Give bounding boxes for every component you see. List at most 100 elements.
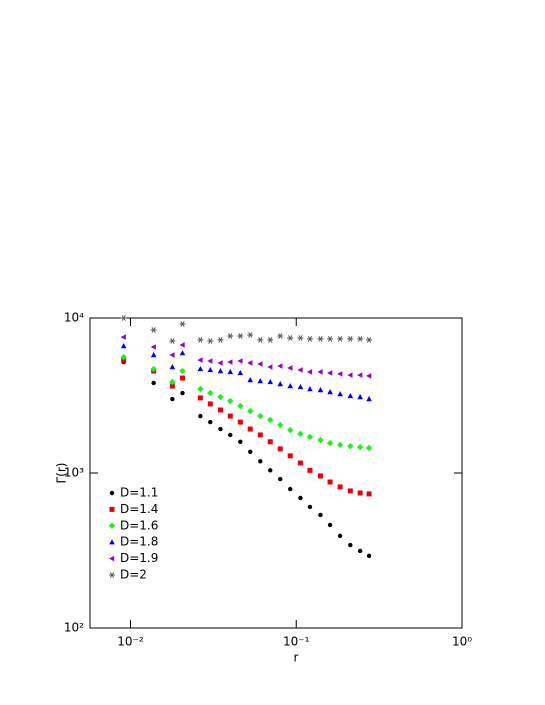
- data-point: [257, 337, 264, 343]
- data-point: [297, 367, 303, 373]
- data-point: [237, 358, 243, 364]
- data-point: [248, 449, 253, 455]
- data-point: [357, 548, 363, 554]
- data-point: [169, 363, 176, 370]
- data-point: [179, 367, 186, 375]
- data-point: [197, 357, 203, 363]
- data-point: [169, 352, 175, 358]
- data-point: [179, 375, 185, 381]
- data-point: [247, 360, 253, 366]
- data-point: [317, 473, 323, 479]
- legend-label: D=1.8: [120, 535, 158, 549]
- data-point: [306, 336, 313, 342]
- data-point: [327, 336, 334, 342]
- x-tick-label: 10⁰: [452, 635, 472, 649]
- data-point: [318, 512, 323, 518]
- data-point: [288, 486, 293, 492]
- data-point: [197, 337, 204, 343]
- data-point: [267, 364, 273, 370]
- data-point: [198, 413, 203, 419]
- data-point: [327, 479, 333, 485]
- data-point: [277, 446, 283, 452]
- data-point: [227, 413, 233, 419]
- data-point: [277, 381, 284, 387]
- data-point: [120, 315, 127, 321]
- data-point: [247, 407, 254, 415]
- data-point: [257, 432, 263, 438]
- data-point: [366, 337, 373, 343]
- data-point: [267, 416, 274, 424]
- x-tick-label: 10⁻²: [117, 635, 144, 649]
- data-point: [357, 336, 364, 342]
- data-point: [208, 419, 213, 425]
- data-point: [207, 401, 213, 407]
- data-point: [228, 432, 233, 438]
- data-point: [227, 397, 234, 405]
- data-point: [238, 439, 243, 444]
- data-point: [150, 327, 157, 333]
- x-tick-label: 10⁻¹: [283, 635, 310, 649]
- data-point: [277, 363, 283, 369]
- y-axis-label: Γ(r): [55, 463, 69, 484]
- legend-marker: [109, 506, 115, 512]
- data-point: [197, 385, 204, 393]
- data-point: [337, 533, 343, 539]
- data-point: [357, 394, 363, 400]
- data-point: [366, 553, 372, 559]
- data-point: [179, 321, 186, 327]
- legend-label: D=1.1: [120, 486, 158, 500]
- data-point: [207, 338, 214, 344]
- data-point: [267, 337, 274, 343]
- data-point: [169, 378, 176, 386]
- data-point: [217, 337, 224, 343]
- data-point: [207, 358, 213, 364]
- data-point: [227, 359, 233, 365]
- data-point: [337, 336, 344, 342]
- data-point: [277, 421, 284, 429]
- data-point: [348, 542, 353, 548]
- data-point: [217, 368, 224, 374]
- data-point: [347, 392, 354, 399]
- data-point: [237, 419, 243, 425]
- data-point: [247, 377, 254, 383]
- data-point: [120, 343, 127, 349]
- data-point: [366, 491, 372, 497]
- data-point: [287, 383, 294, 389]
- data-point: [237, 402, 244, 410]
- legend-label: D=1.9: [120, 551, 158, 565]
- data-point: [247, 332, 254, 338]
- data-point: [268, 468, 273, 473]
- data-point: [326, 439, 334, 447]
- data-point: [227, 333, 234, 339]
- data-point: [120, 353, 127, 361]
- data-point: [207, 366, 214, 373]
- data-point: [347, 372, 353, 378]
- data-point: [278, 476, 283, 482]
- data-point: [357, 372, 363, 378]
- legend-marker: [109, 490, 115, 496]
- data-point: [257, 412, 264, 420]
- data-point: [170, 396, 175, 402]
- plot-frame: [89, 317, 463, 629]
- data-point: [217, 393, 224, 401]
- data-point: [337, 371, 343, 377]
- data-point: [237, 369, 244, 376]
- legend-marker: [109, 539, 115, 545]
- data-point: [357, 490, 363, 496]
- data-point: [317, 387, 324, 393]
- data-point: [150, 365, 157, 373]
- data-point: [258, 459, 263, 464]
- data-point: [267, 378, 274, 385]
- data-point: [207, 389, 214, 397]
- data-point: [180, 390, 185, 396]
- data-point: [257, 361, 263, 367]
- data-point: [217, 360, 223, 366]
- data-point: [366, 373, 372, 379]
- data-point: [307, 504, 313, 510]
- data-point: [287, 426, 294, 434]
- data-point: [297, 460, 303, 466]
- data-point: [120, 334, 126, 340]
- data-point: [247, 426, 253, 432]
- data-point: [217, 407, 223, 413]
